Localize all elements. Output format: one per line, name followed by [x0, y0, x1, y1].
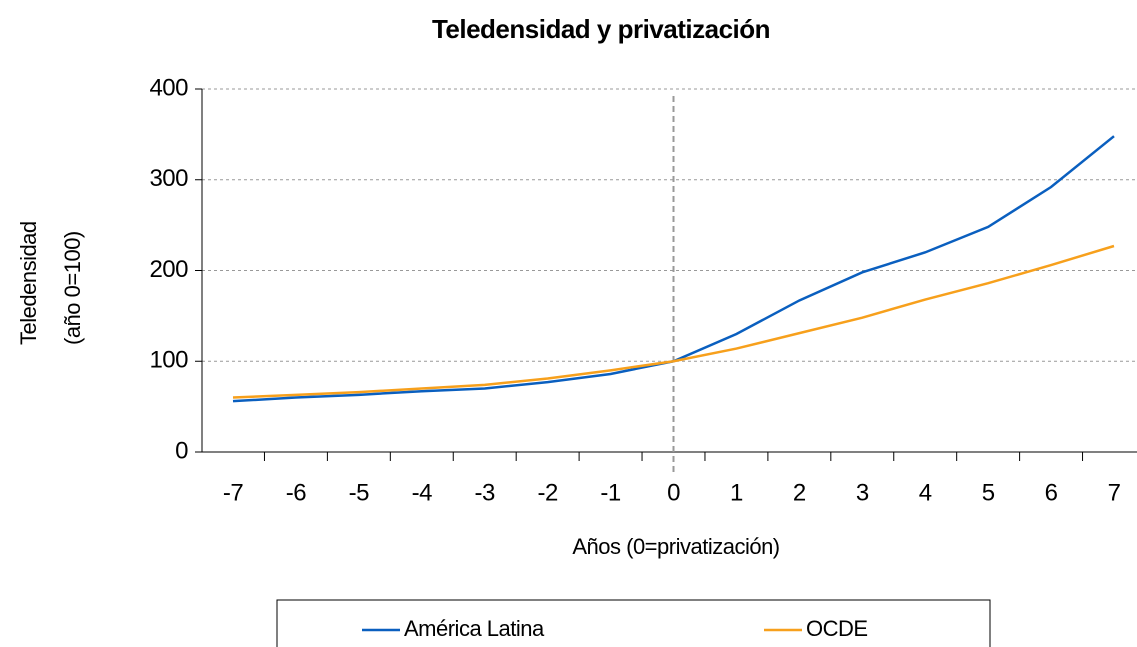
legend-box: [276, 599, 991, 647]
x-tick-label: 5: [982, 479, 995, 506]
legend-label: América Latina: [404, 616, 545, 641]
x-tick-label: 3: [856, 479, 869, 506]
x-tick-label: 1: [730, 479, 743, 506]
x-tick-label: 6: [1045, 479, 1058, 506]
x-tick-label: -2: [537, 479, 557, 506]
y-tick-label: 400: [149, 74, 188, 101]
y-tick-label: 0: [175, 437, 188, 464]
x-tick-label: -4: [412, 479, 432, 506]
x-tick-label: -5: [349, 479, 369, 506]
x-tick-label: 0: [667, 479, 680, 506]
x-axis-label: Años (0=privatización): [572, 534, 779, 559]
x-tick-label: 7: [1108, 479, 1121, 506]
x-tick-label: -6: [286, 479, 306, 506]
series-line: [232, 244, 1115, 399]
x-tick-label: 4: [919, 479, 932, 506]
x-tick-label: -1: [600, 479, 620, 506]
x-tick-label: -3: [475, 479, 495, 506]
y-tick-label: 200: [149, 256, 188, 283]
y-axis-label-line: Teledensidad: [16, 221, 41, 345]
x-tick-label: -7: [223, 479, 243, 506]
x-tick-label: 2: [793, 479, 806, 506]
chart-title: Teledensidad y privatización: [432, 14, 770, 44]
y-axis-label-line: (año 0=100): [60, 231, 85, 345]
y-axis-label: Teledensidad (año 0=100): [16, 221, 85, 345]
y-tick-label: 300: [149, 165, 188, 192]
legend-label: OCDE: [806, 616, 868, 641]
y-tick-label: 100: [149, 347, 188, 374]
